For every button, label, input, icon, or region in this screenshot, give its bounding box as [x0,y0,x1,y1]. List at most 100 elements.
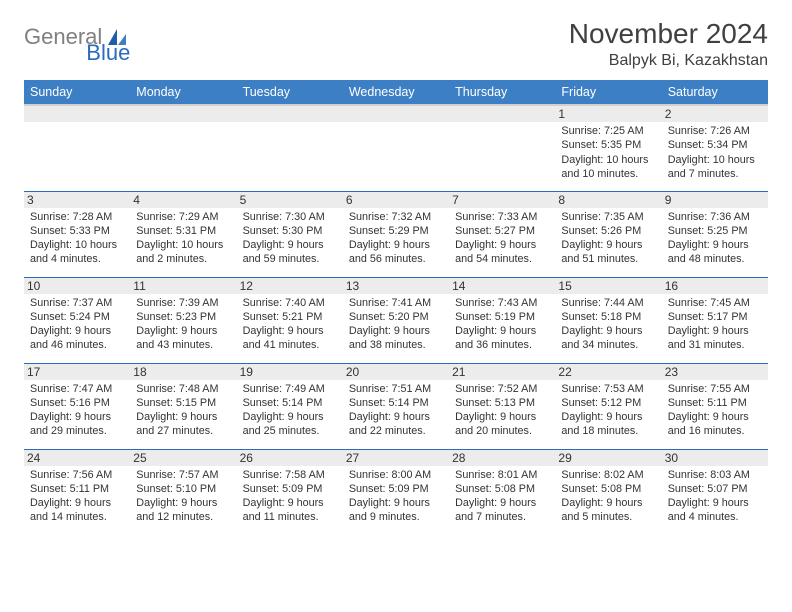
daylight-text: Daylight: 9 hours and 34 minutes. [561,324,655,353]
daylight-text: Daylight: 9 hours and 43 minutes. [136,324,230,353]
calendar-cell: 6Sunrise: 7:32 AMSunset: 5:29 PMDaylight… [343,191,449,277]
calendar-cell: 2Sunrise: 7:26 AMSunset: 5:34 PMDaylight… [662,105,768,191]
sunrise-text: Sunrise: 7:26 AM [668,124,762,138]
sunrise-text: Sunrise: 7:29 AM [136,210,230,224]
daylight-text: Daylight: 9 hours and 38 minutes. [349,324,443,353]
sunset-text: Sunset: 5:07 PM [668,482,762,496]
daylight-text: Daylight: 9 hours and 5 minutes. [561,496,655,525]
daylight-text: Daylight: 9 hours and 18 minutes. [561,410,655,439]
day-number: 7 [449,192,555,208]
sunset-text: Sunset: 5:24 PM [30,310,124,324]
sunset-text: Sunset: 5:10 PM [136,482,230,496]
sunrise-text: Sunrise: 7:49 AM [243,382,337,396]
sunrise-text: Sunrise: 7:56 AM [30,468,124,482]
cell-body: Sunrise: 7:29 AMSunset: 5:31 PMDaylight:… [136,210,230,267]
cell-body: Sunrise: 7:53 AMSunset: 5:12 PMDaylight:… [561,382,655,439]
sunset-text: Sunset: 5:33 PM [30,224,124,238]
daylight-text: Daylight: 10 hours and 7 minutes. [668,153,762,182]
calendar-cell [24,105,130,191]
month-title: November 2024 [569,18,768,50]
calendar-cell: 8Sunrise: 7:35 AMSunset: 5:26 PMDaylight… [555,191,661,277]
sunset-text: Sunset: 5:29 PM [349,224,443,238]
day-number: 26 [237,450,343,466]
sunrise-text: Sunrise: 7:40 AM [243,296,337,310]
calendar-cell: 4 Sunrise: 7:29 AMSunset: 5:31 PMDaylight… [130,191,236,277]
sunset-text: Sunset: 5:14 PM [349,396,443,410]
sunrise-text: Sunrise: 7:48 AM [136,382,230,396]
day-number: 1 [555,106,661,122]
calendar-cell [237,105,343,191]
daylight-text: Daylight: 9 hours and 59 minutes. [243,238,337,267]
sunrise-text: Sunrise: 7:28 AM [30,210,124,224]
cell-body: Sunrise: 8:02 AMSunset: 5:08 PMDaylight:… [561,468,655,525]
calendar-cell: 7 Sunrise: 7:33 AMSunset: 5:27 PMDaylight… [449,191,555,277]
calendar-cell: 5Sunrise: 7:30 AMSunset: 5:30 PMDaylight… [237,191,343,277]
sunset-text: Sunset: 5:08 PM [561,482,655,496]
sunrise-text: Sunrise: 8:02 AM [561,468,655,482]
logo-word2: Blue [86,40,130,66]
weekday-header: Tuesday [237,80,343,105]
empty-day [130,106,236,122]
sunset-text: Sunset: 5:13 PM [455,396,549,410]
sunrise-text: Sunrise: 8:03 AM [668,468,762,482]
empty-day [24,106,130,122]
cell-body: Sunrise: 7:33 AMSunset: 5:27 PMDaylight:… [455,210,549,267]
day-number: 4 [130,192,236,208]
day-number: 18 [130,364,236,380]
page-header: General Blue November 2024 Balpyk Bi, Ka… [24,18,768,70]
calendar-cell: 24Sunrise: 7:56 AMSunset: 5:11 PMDayligh… [24,449,130,535]
empty-day [237,106,343,122]
day-number: 13 [343,278,449,294]
daylight-text: Daylight: 9 hours and 46 minutes. [30,324,124,353]
day-number: 11 [130,278,236,294]
day-number: 20 [343,364,449,380]
calendar-cell: 15Sunrise: 7:44 AMSunset: 5:18 PMDayligh… [555,277,661,363]
sunrise-text: Sunrise: 7:36 AM [668,210,762,224]
day-number: 9 [662,192,768,208]
cell-body: Sunrise: 7:43 AMSunset: 5:19 PMDaylight:… [455,296,549,353]
day-number: 21 [449,364,555,380]
weekday-header: Friday [555,80,661,105]
sunset-text: Sunset: 5:14 PM [243,396,337,410]
day-number: 19 [237,364,343,380]
day-number: 3 [24,192,130,208]
cell-body: Sunrise: 8:01 AMSunset: 5:08 PMDaylight:… [455,468,549,525]
cell-body: Sunrise: 7:47 AMSunset: 5:16 PMDaylight:… [30,382,124,439]
calendar-row: 3Sunrise: 7:28 AMSunset: 5:33 PMDaylight… [24,191,768,277]
empty-day [343,106,449,122]
sunrise-text: Sunrise: 7:43 AM [455,296,549,310]
day-number: 8 [555,192,661,208]
daylight-text: Daylight: 9 hours and 31 minutes. [668,324,762,353]
sunrise-text: Sunrise: 7:32 AM [349,210,443,224]
location: Balpyk Bi, Kazakhstan [569,52,768,70]
cell-body: Sunrise: 7:26 AMSunset: 5:34 PMDaylight:… [668,124,762,181]
daylight-text: Daylight: 9 hours and 14 minutes. [30,496,124,525]
calendar-cell: 18Sunrise: 7:48 AMSunset: 5:15 PMDayligh… [130,363,236,449]
day-number: 17 [24,364,130,380]
calendar-row: 17 Sunrise: 7:47 AMSunset: 5:16 PMDayligh… [24,363,768,449]
calendar-cell: 29Sunrise: 8:02 AMSunset: 5:08 PMDayligh… [555,449,661,535]
title-block: November 2024 Balpyk Bi, Kazakhstan [569,18,768,70]
daylight-text: Daylight: 9 hours and 16 minutes. [668,410,762,439]
cell-body: Sunrise: 7:39 AMSunset: 5:23 PMDaylight:… [136,296,230,353]
cell-body: Sunrise: 7:45 AMSunset: 5:17 PMDaylight:… [668,296,762,353]
daylight-text: Daylight: 9 hours and 36 minutes. [455,324,549,353]
cell-body: Sunrise: 7:36 AMSunset: 5:25 PMDaylight:… [668,210,762,267]
daylight-text: Daylight: 9 hours and 27 minutes. [136,410,230,439]
sunrise-text: Sunrise: 7:53 AM [561,382,655,396]
sunrise-text: Sunrise: 7:35 AM [561,210,655,224]
calendar-cell: 21 Sunrise: 7:52 AMSunset: 5:13 PMDayligh… [449,363,555,449]
calendar-row: 10Sunrise: 7:37 AMSunset: 5:24 PMDayligh… [24,277,768,363]
daylight-text: Daylight: 9 hours and 25 minutes. [243,410,337,439]
calendar-cell: 3 Sunrise: 7:28 AMSunset: 5:33 PMDaylight… [24,191,130,277]
day-number: 16 [662,278,768,294]
cell-body: Sunrise: 7:28 AMSunset: 5:33 PMDaylight:… [30,210,124,267]
weekday-header-row: SundayMondayTuesdayWednesdayThursdayFrid… [24,80,768,105]
calendar-cell: 26Sunrise: 7:58 AMSunset: 5:09 PMDayligh… [237,449,343,535]
day-number: 12 [237,278,343,294]
sunrise-text: Sunrise: 7:51 AM [349,382,443,396]
sunset-text: Sunset: 5:30 PM [243,224,337,238]
calendar-cell: 16 Sunrise: 7:45 AMSunset: 5:17 PMDayligh… [662,277,768,363]
cell-body: Sunrise: 7:52 AMSunset: 5:13 PMDaylight:… [455,382,549,439]
calendar-body: 1Sunrise: 7:25 AMSunset: 5:35 PMDaylight… [24,105,768,535]
